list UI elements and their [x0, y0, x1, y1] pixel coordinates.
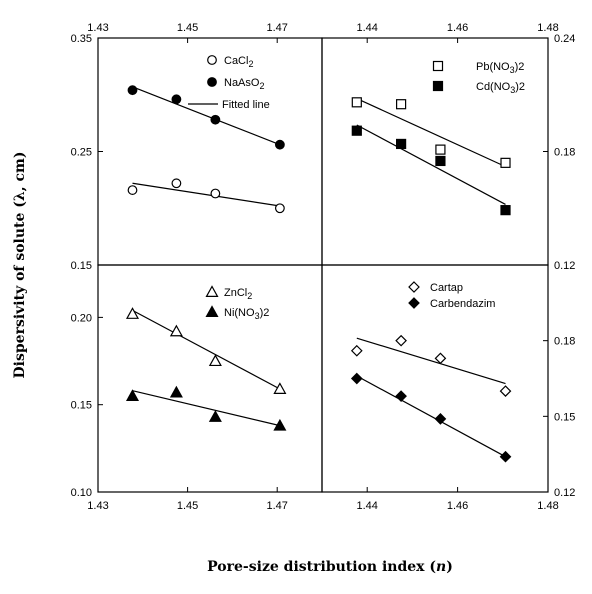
legend-marker — [205, 305, 219, 317]
legend-marker — [205, 285, 219, 297]
data-point — [350, 372, 363, 385]
y-tick-label: 0.18 — [554, 147, 575, 159]
y-tick-label: 0.24 — [554, 33, 575, 45]
y-tick-label: 0.12 — [554, 487, 575, 499]
fit-line — [356, 337, 506, 385]
fit-line — [132, 309, 281, 390]
legend-label: Cartap — [430, 282, 463, 294]
y-tick-label: 0.20 — [71, 312, 92, 324]
x-tick-label: 1.46 — [447, 22, 468, 34]
data-point — [171, 178, 182, 189]
panel-bottom-left: 1.43 1.45 1.47 0.20 0.15 0.10 ZnCl2 Ni(NO3)2 — [71, 264, 323, 512]
data-point — [500, 205, 511, 216]
data-point — [127, 85, 138, 96]
panel-bottom-right: 1.44 1.46 1.48 0.18 0.15 0.12 Cartap Carbendazi… — [321, 264, 575, 512]
fit-line — [132, 86, 281, 146]
y-tick-label: 0.18 — [554, 336, 575, 348]
y-tick-label: 0.25 — [71, 147, 92, 159]
data-point — [435, 155, 446, 167]
y-axis-label: Dispersivity of solute (λ, cm) — [12, 152, 28, 379]
legend-label: Ni(NO3)2 — [224, 307, 269, 321]
data-point — [395, 334, 407, 347]
data-point — [396, 138, 407, 150]
legend-marker — [408, 281, 420, 293]
data-point — [435, 144, 446, 155]
panel-top-left: 1.43 1.45 1.47 0.35 0.25 0.15 CaCl2 NaAsO2 Fitte… — [71, 22, 323, 272]
legend-marker — [408, 297, 420, 309]
x-tick-label: 1.46 — [447, 500, 468, 512]
x-tick-label: 1.44 — [356, 500, 377, 512]
legend-label: Cd(NO3)2 — [476, 81, 525, 95]
legend-label: CaCl2 — [224, 55, 253, 69]
fit-line — [132, 390, 281, 427]
legend-marker — [207, 77, 217, 87]
data-point — [169, 324, 183, 337]
panel-frame — [321, 264, 549, 493]
data-point — [169, 385, 183, 398]
fit-line — [356, 97, 506, 168]
y-tick-label: 0.35 — [71, 33, 92, 45]
data-point — [274, 203, 285, 214]
data-point — [127, 185, 138, 195]
data-point — [350, 344, 363, 357]
data-point — [273, 418, 287, 431]
y-tick-label: 0.15 — [71, 260, 92, 272]
x-tick-label: 1.47 — [266, 22, 287, 34]
legend-label: ZnCl2 — [224, 287, 252, 301]
data-point — [499, 385, 512, 397]
data-point — [500, 157, 511, 168]
y-tick-label: 0.15 — [554, 411, 575, 423]
data-point — [273, 382, 287, 394]
data-point — [125, 307, 140, 319]
x-tick-label: 1.48 — [537, 22, 558, 34]
legend-label: NaAsO2 — [224, 77, 264, 91]
data-point — [125, 389, 140, 401]
x-tick-label: 1.48 — [537, 500, 558, 512]
data-point — [434, 413, 447, 425]
x-tick-label: 1.44 — [356, 22, 377, 34]
data-point — [351, 97, 362, 108]
panel-frame — [97, 264, 323, 493]
x-tick-label: 1.45 — [177, 500, 198, 512]
legend-marker — [432, 60, 444, 72]
y-tick-label: 0.15 — [71, 400, 92, 412]
data-point — [210, 188, 221, 199]
legend-marker — [432, 80, 444, 92]
x-axis-label: Pore-size distribution index (n) — [207, 559, 453, 575]
fit-line — [356, 124, 506, 205]
x-tick-label: 1.43 — [87, 22, 108, 34]
chart-panels: 1.43 1.45 1.47 0.35 0.25 0.15 CaCl2 NaAsO2 Fitte… — [71, 22, 576, 512]
fit-line — [356, 375, 506, 458]
panel-frame — [97, 37, 323, 266]
x-tick-label: 1.47 — [266, 500, 287, 512]
data-point — [274, 139, 285, 150]
legend-label: Pb(NO3)2 — [476, 61, 524, 75]
x-tick-label: 1.45 — [177, 22, 198, 34]
legend-marker — [207, 55, 217, 65]
data-point — [171, 94, 182, 105]
data-point — [434, 352, 447, 365]
y-tick-label: 0.12 — [554, 260, 575, 272]
legend-label: Fitted line — [222, 99, 270, 111]
legend-label: Carbendazim — [430, 298, 495, 310]
data-point — [210, 114, 221, 125]
x-tick-label: 1.43 — [87, 500, 108, 512]
data-point — [396, 99, 407, 110]
fit-line — [132, 182, 280, 207]
data-point — [208, 410, 222, 422]
panel-top-right: 1.44 1.46 1.480.24 0.18 0.12 Pb(NO3)2 Cd(NO3)2 — [321, 22, 575, 272]
data-point — [351, 125, 362, 136]
y-tick-label: 0.10 — [71, 487, 92, 499]
data-point — [499, 450, 512, 463]
data-point — [395, 390, 407, 403]
data-point — [208, 354, 222, 367]
